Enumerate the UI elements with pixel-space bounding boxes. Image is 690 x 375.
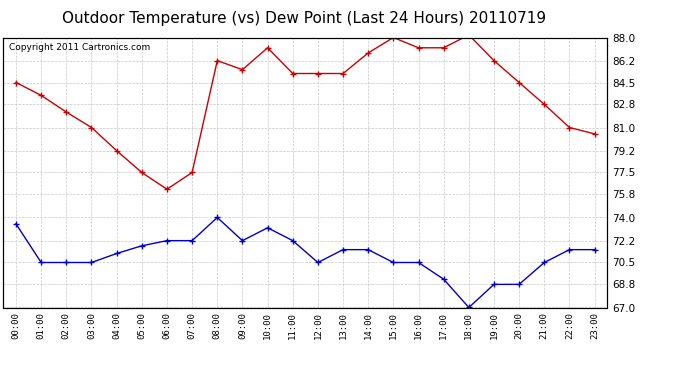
Text: Copyright 2011 Cartronics.com: Copyright 2011 Cartronics.com	[10, 43, 150, 52]
Text: Outdoor Temperature (vs) Dew Point (Last 24 Hours) 20110719: Outdoor Temperature (vs) Dew Point (Last…	[61, 11, 546, 26]
